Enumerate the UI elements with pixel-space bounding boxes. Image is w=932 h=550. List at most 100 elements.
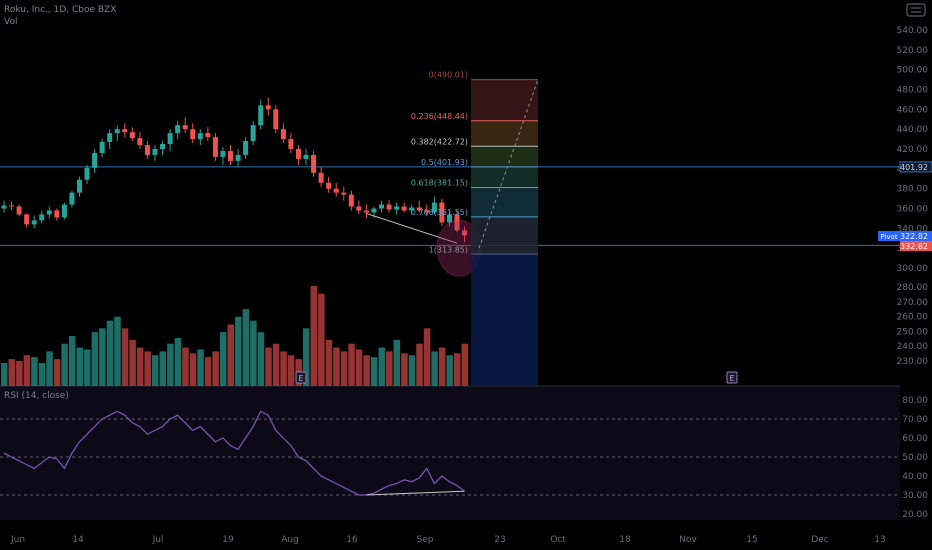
price-tag[interactable]: 332.82	[900, 241, 932, 251]
candle-body[interactable]	[265, 105, 271, 110]
menu-icon[interactable]	[906, 3, 926, 17]
candle-body[interactable]	[77, 179, 82, 193]
volume-bar	[333, 347, 340, 386]
price-axis-tick: 230.00	[897, 357, 929, 367]
price-axis-tick: 360.00	[897, 205, 929, 215]
volume-bar	[348, 343, 355, 386]
candle-body[interactable]	[416, 207, 422, 211]
candle-body[interactable]	[144, 145, 150, 155]
candle-body[interactable]	[250, 125, 256, 142]
volume-bar	[212, 351, 219, 386]
candle-body[interactable]	[273, 109, 279, 130]
candle-body[interactable]	[409, 207, 415, 211]
candle-body[interactable]	[39, 214, 45, 221]
candle-body[interactable]	[16, 206, 22, 215]
price-tag-value: 332.82	[900, 242, 928, 251]
candle-body[interactable]	[9, 205, 15, 207]
candle-body[interactable]	[122, 129, 128, 133]
candle-body[interactable]	[348, 194, 354, 207]
candle-body[interactable]	[386, 204, 392, 210]
price-tag[interactable]: Pivot 322.82	[878, 231, 932, 241]
candle-body[interactable]	[160, 144, 166, 149]
price-axis-tick: 420.00	[897, 145, 929, 155]
candle-body[interactable]	[205, 133, 211, 138]
candle-body[interactable]	[363, 210, 369, 213]
rsi-axis-tick: 60.00	[902, 434, 928, 444]
candle-body[interactable]	[295, 149, 301, 159]
candle-body[interactable]	[356, 206, 362, 211]
date-axis-tick: 16	[346, 535, 358, 545]
candle-body[interactable]	[152, 149, 158, 155]
volume-bar	[250, 320, 257, 386]
candle-body[interactable]	[243, 141, 249, 155]
candle-body[interactable]	[114, 129, 120, 134]
fib-zone	[471, 216, 538, 255]
candle-body[interactable]	[190, 129, 196, 140]
volume-bar	[31, 357, 38, 386]
earnings-event-marker[interactable]: E	[726, 371, 738, 384]
candle-body[interactable]	[31, 220, 37, 225]
target-zone	[471, 254, 538, 386]
rsi-divergence-line[interactable]	[366, 490, 465, 496]
candle-body[interactable]	[318, 172, 324, 183]
candle-body[interactable]	[371, 208, 377, 213]
candle-body[interactable]	[303, 154, 309, 159]
candle-body[interactable]	[333, 188, 339, 193]
volume-bar	[257, 332, 265, 386]
candle-body[interactable]	[137, 138, 143, 146]
price-tag-label: Pivot	[880, 233, 897, 241]
candle-body[interactable]	[446, 214, 452, 223]
volume-bar	[91, 332, 99, 386]
fib-zone	[471, 79, 538, 121]
candle-body[interactable]	[69, 192, 75, 205]
candle-body[interactable]	[24, 214, 30, 225]
date-axis-tick: Jul	[152, 535, 164, 545]
candle-body[interactable]	[424, 210, 430, 213]
candle-body[interactable]	[280, 129, 286, 140]
candle-body[interactable]	[182, 125, 188, 130]
candle-body[interactable]	[212, 137, 218, 157]
rsi-line[interactable]	[3, 410, 465, 496]
divergence-trendline[interactable]	[366, 212, 458, 244]
candle-body[interactable]	[84, 167, 90, 180]
volume-bar	[16, 361, 23, 386]
volume-bar	[363, 355, 370, 386]
candle-body[interactable]	[235, 154, 241, 161]
candle-body[interactable]	[1, 205, 7, 209]
candle-body[interactable]	[220, 150, 226, 157]
volume-bar	[114, 316, 121, 386]
candle-body[interactable]	[394, 206, 400, 210]
price-axis-tick: 480.00	[897, 86, 929, 96]
candle-body[interactable]	[439, 202, 445, 223]
candle-body[interactable]	[311, 154, 317, 173]
candle-body[interactable]	[92, 152, 98, 168]
fib-zone	[471, 166, 538, 188]
volume-bar	[84, 349, 91, 386]
candle-body[interactable]	[401, 206, 407, 211]
candle-body[interactable]	[288, 139, 294, 149]
candle-body[interactable]	[379, 204, 384, 209]
volume-bar	[144, 351, 151, 386]
candle-body[interactable]	[107, 133, 113, 143]
candle-body[interactable]	[167, 133, 173, 145]
candle-body[interactable]	[61, 204, 67, 218]
candle-body[interactable]	[462, 230, 468, 236]
candle-body[interactable]	[197, 133, 203, 140]
candle-body[interactable]	[54, 210, 60, 218]
earnings-event-marker[interactable]: E	[295, 371, 307, 384]
volume-bar	[280, 351, 287, 386]
candle-body[interactable]	[258, 105, 264, 126]
candle-body[interactable]	[46, 210, 52, 215]
candle-body[interactable]	[326, 182, 332, 189]
candle-body[interactable]	[341, 192, 347, 195]
candle-body[interactable]	[431, 202, 437, 213]
candle-body[interactable]	[99, 142, 105, 153]
event-label: E	[298, 374, 303, 383]
date-axis-tick: 23	[494, 535, 505, 545]
candle-body[interactable]	[175, 125, 181, 134]
candle-body[interactable]	[454, 214, 460, 231]
candle-body[interactable]	[228, 150, 233, 161]
candle-body[interactable]	[129, 132, 135, 139]
price-axis-tick: 280.00	[897, 283, 929, 293]
